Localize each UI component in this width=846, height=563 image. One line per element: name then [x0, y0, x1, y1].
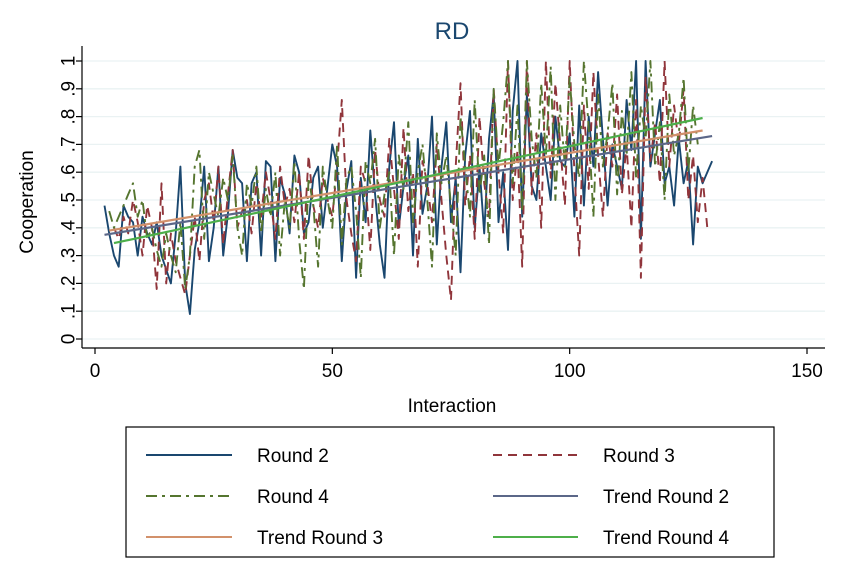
legend-label-trend-round-2: Trend Round 2 [603, 487, 729, 508]
legend-box [125, 426, 775, 558]
series-line-trend-round-2 [104, 135, 713, 236]
x-tick-label: 150 [791, 361, 823, 382]
y-tick-label: .7 [59, 136, 80, 152]
x-tick-label: 0 [90, 361, 101, 382]
y-tick-label: 1 [59, 56, 80, 67]
series-line-trend-round-4 [113, 116, 703, 245]
y-tick-label: .9 [59, 81, 80, 97]
legend-label-round-3: Round 3 [603, 446, 675, 467]
series-layer [103, 60, 713, 315]
y-tick-label: .5 [59, 192, 80, 208]
x-axis-title: Interaction [408, 396, 497, 417]
y-tick-label: 0 [59, 334, 80, 345]
y-tick-label: .2 [59, 275, 80, 291]
y-tick-label: .8 [59, 109, 80, 125]
x-tick-label: 50 [322, 361, 343, 382]
series-line-round-4 [108, 60, 699, 290]
legend: Round 2 Round 3 Round 4 Trend Round 2 Trend … [125, 426, 775, 558]
y-tick-label: .3 [59, 248, 80, 264]
legend-label-trend-round-4: Trend Round 4 [603, 528, 729, 549]
legend-label-round-4: Round 4 [257, 487, 329, 508]
legend-label-trend-round-3: Trend Round 3 [257, 528, 383, 549]
chart-title: RD [435, 18, 470, 45]
y-tick-label: .6 [59, 164, 80, 180]
y-tick-label: .4 [59, 219, 80, 235]
series-line-round-2 [103, 60, 713, 315]
legend-label-round-2: Round 2 [257, 446, 329, 467]
axis-layer: 0 .1 .2 .3 .4 .5 .6 .7 .8 .9 1 0 50 100 150 [59, 46, 825, 382]
y-tick-label: .1 [59, 303, 80, 319]
y-axis-title: Cooperation [17, 150, 38, 254]
x-tick-label: 100 [554, 361, 586, 382]
